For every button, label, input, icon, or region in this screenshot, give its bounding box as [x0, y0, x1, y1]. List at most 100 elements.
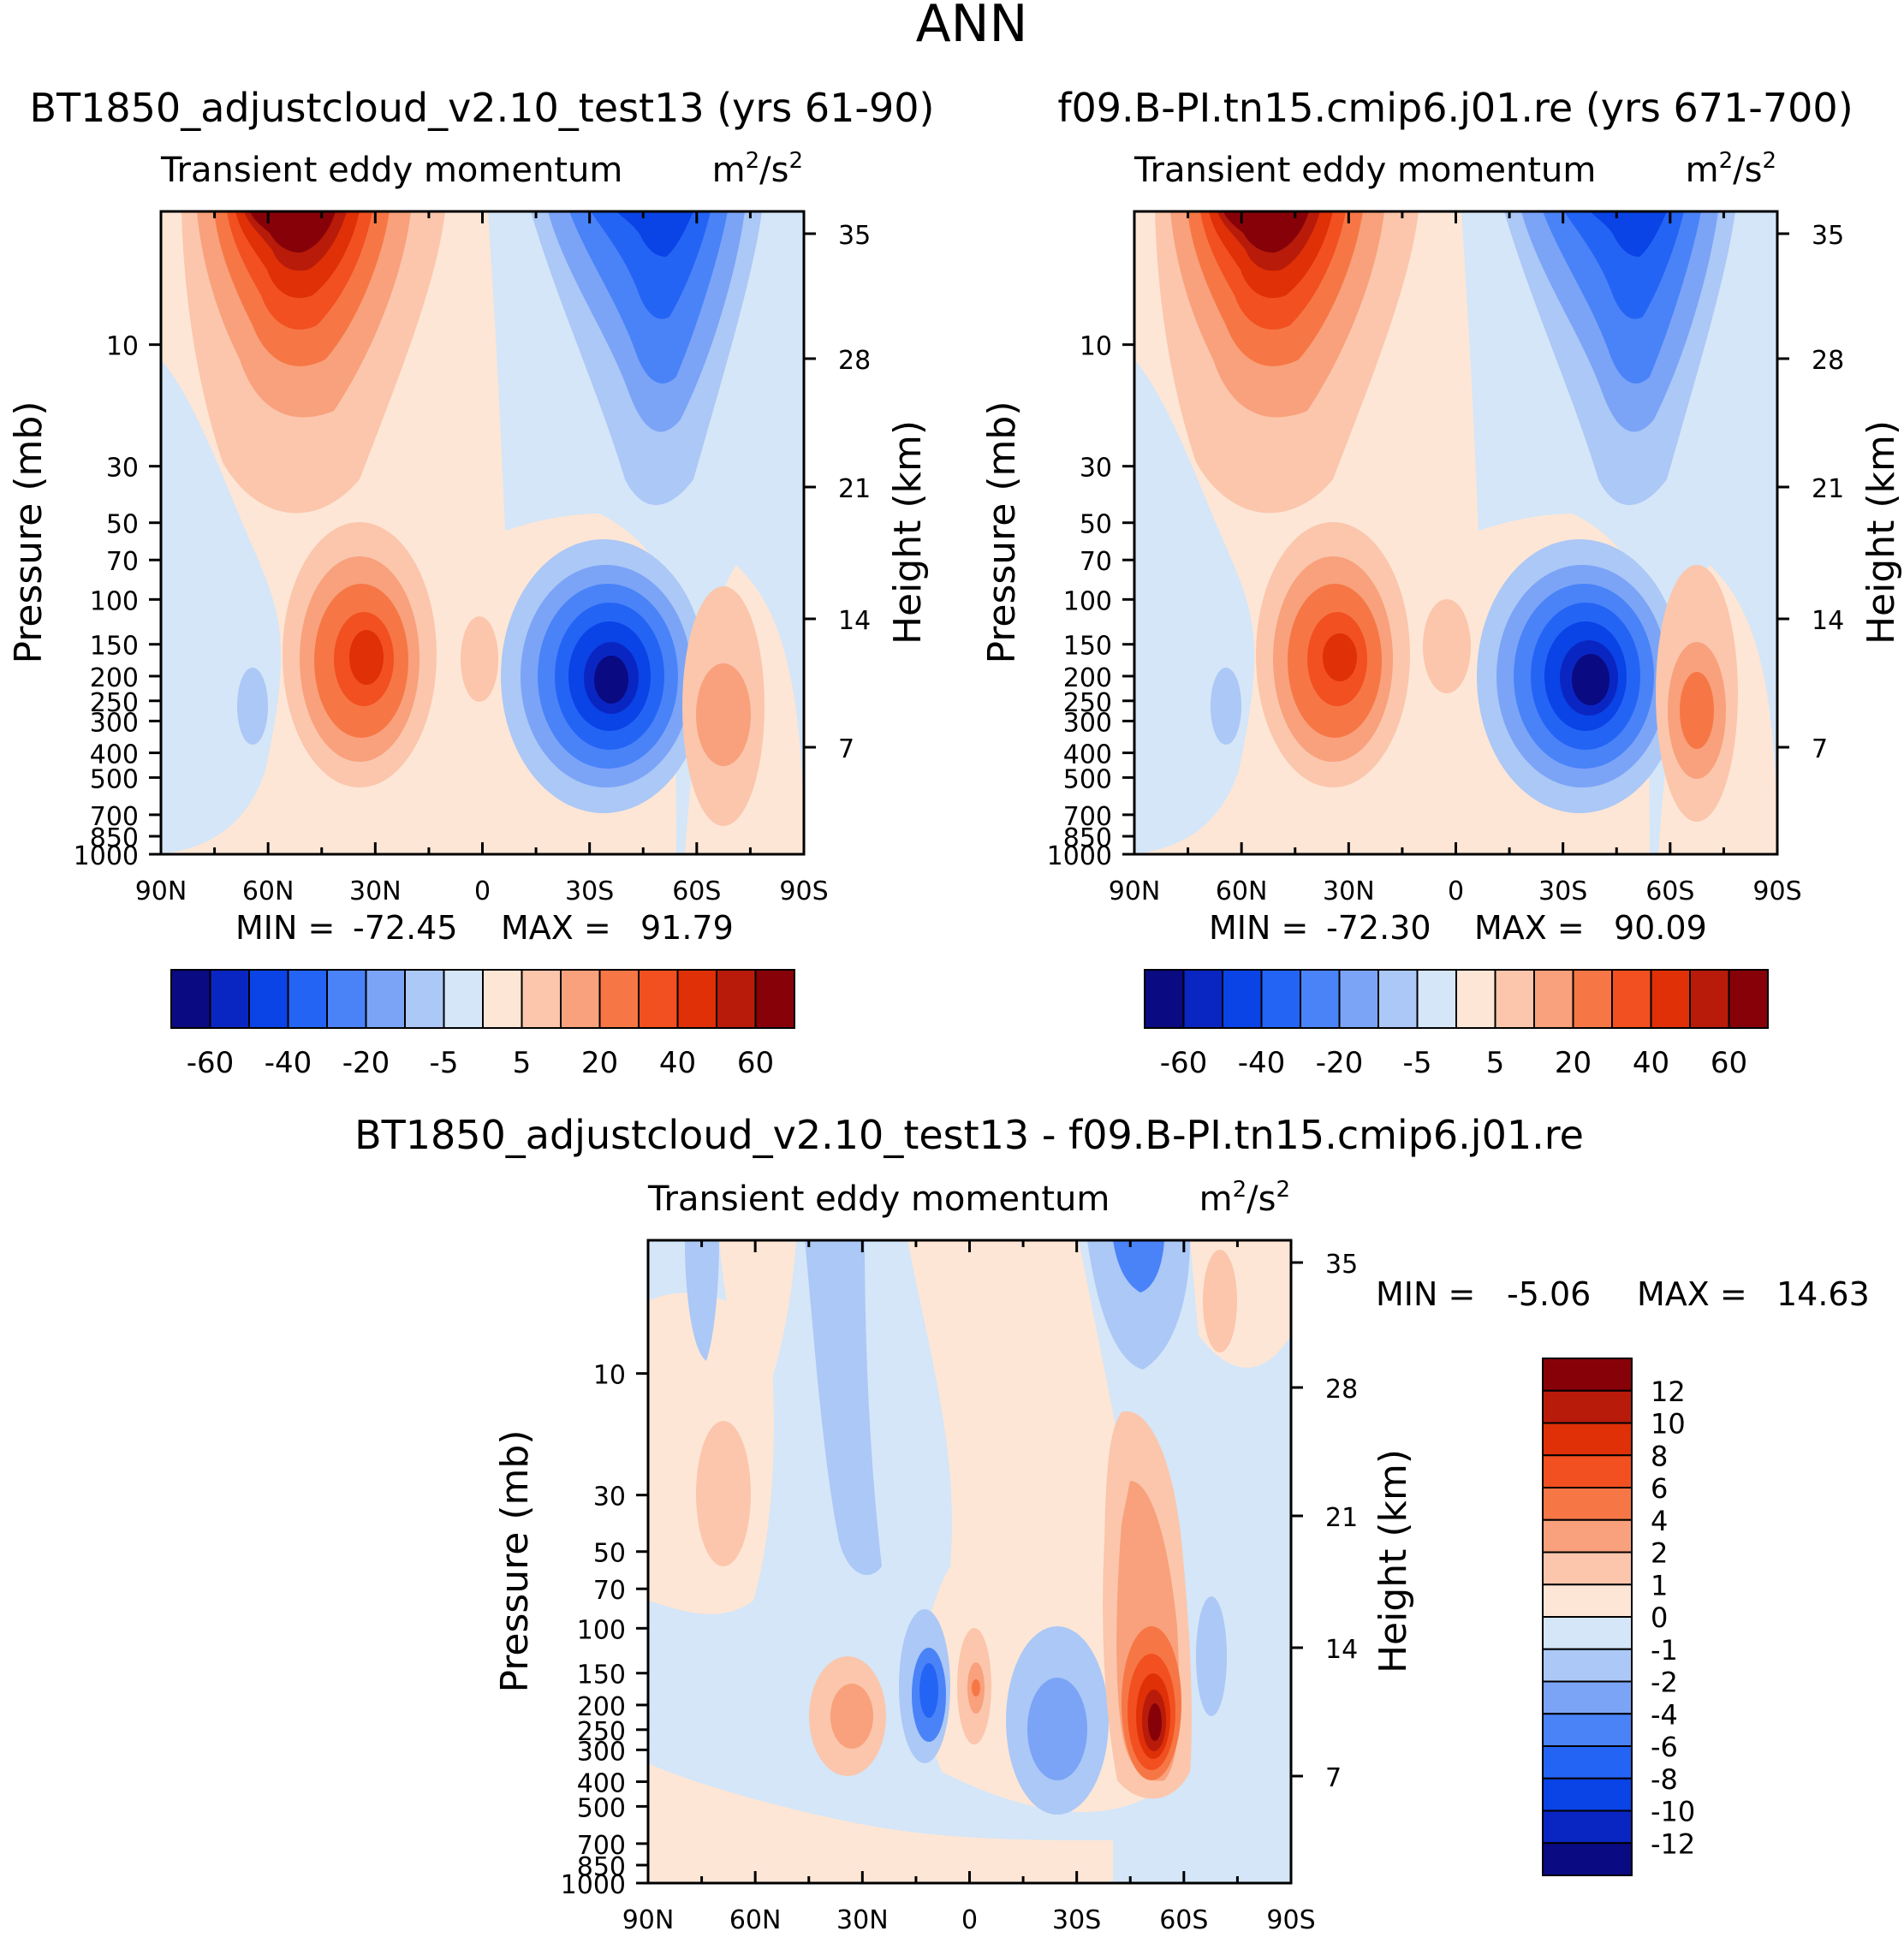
colorbar-swatch — [638, 969, 679, 1029]
colorbar-swatch — [404, 969, 445, 1029]
colorbar-swatch — [209, 969, 250, 1029]
pressure-tick-label: 30 — [106, 454, 139, 484]
colorbar-swatch — [1542, 1777, 1633, 1812]
pressure-tick-label: 200 — [1063, 663, 1112, 693]
colorbar-label: 2 — [1651, 1537, 1668, 1570]
colorbar-swatch — [1416, 969, 1457, 1029]
lat-tick-label: 30N — [1323, 876, 1375, 906]
panel-1-sh-trop-max — [594, 656, 628, 704]
height-tick-label: 21 — [838, 474, 871, 504]
colorbar-swatch — [365, 969, 406, 1029]
pressure-tick-label: 700 — [1063, 802, 1112, 832]
pressure-tick-label: 250 — [1063, 688, 1112, 718]
pressure-tick-label: 200 — [577, 1692, 626, 1722]
colorbar-label: 40 — [1633, 1046, 1669, 1080]
colorbar-swatch — [1611, 969, 1652, 1029]
height-tick-label: 21 — [1812, 474, 1844, 504]
pressure-tick-label: 700 — [577, 1831, 626, 1861]
panel-1-eq-red — [461, 616, 498, 702]
pressure-tick-label: 500 — [577, 1793, 626, 1823]
panel-1-colorbar: -60 -40 -20 -5 5 20 40 60 — [170, 969, 795, 1080]
colorbar-swatch — [1542, 1518, 1633, 1554]
panel-3-red-eq3 — [972, 1679, 980, 1696]
panel-2-max-value: 90.09 — [1614, 909, 1707, 947]
panel-1-nh-trop-max — [349, 630, 384, 685]
pressure-tick-label: 10 — [593, 1361, 626, 1391]
colorbar-label: -10 — [1651, 1796, 1695, 1828]
panel-3-sh-red-max — [1148, 1703, 1162, 1741]
panel-2: f09.B-PI.tn15.cmip6.j01.re (yrs 671-700)… — [980, 85, 1903, 1080]
panel-2-units: m2/s2 — [1686, 148, 1776, 190]
pressure-tick-label: 300 — [577, 1737, 626, 1767]
pressure-tick-label: 700 — [90, 802, 139, 832]
colorbar-label: -20 — [1316, 1046, 1364, 1080]
pressure-tick-label: 1000 — [561, 1870, 626, 1900]
colorbar-swatch — [1222, 969, 1263, 1029]
lat-tick-label: 90S — [1266, 1905, 1315, 1935]
panel-3-red-nh-mid — [696, 1421, 751, 1566]
pressure-tick-label: 50 — [593, 1539, 626, 1569]
panel-1-ylabel: Pressure (mb) — [7, 401, 51, 664]
colorbar-label: -60 — [187, 1046, 235, 1080]
panel-2-y2label: Height (km) — [1859, 420, 1903, 645]
pressure-tick-label: 850 — [1063, 823, 1112, 853]
lat-tick-label: 60N — [1216, 876, 1268, 906]
pressure-tick-label: 10 — [1080, 332, 1112, 362]
colorbar-label: -1 — [1651, 1634, 1678, 1667]
colorbar-swatch — [443, 969, 484, 1029]
panel-2-axes: 1030507010015020025030040050070085010009… — [1047, 211, 1844, 906]
lat-tick-label: 30S — [1052, 1905, 1101, 1935]
colorbar-swatch — [1542, 1745, 1633, 1780]
panel-3-min-value: -5.06 — [1507, 1275, 1591, 1313]
panel-3-units: m2/s2 — [1199, 1177, 1290, 1219]
colorbar-label: 12 — [1651, 1376, 1686, 1408]
panel-3-blue-1 — [805, 1240, 882, 1575]
lat-tick-label: 90S — [1752, 876, 1801, 906]
colorbar-label: -5 — [430, 1046, 459, 1080]
lat-tick-label: 30N — [349, 876, 402, 906]
colorbar-label: -40 — [1238, 1046, 1286, 1080]
height-tick-label: 14 — [1325, 1635, 1358, 1665]
colorbar-label: 60 — [1711, 1046, 1747, 1080]
colorbar-label: 6 — [1651, 1472, 1668, 1505]
colorbar-swatch — [1650, 969, 1691, 1029]
height-tick-label: 21 — [1325, 1503, 1358, 1533]
panel-2-stats: MIN = -72.30 MAX = 90.09 — [1209, 909, 1707, 947]
panel-3-subtitle: Transient eddy momentum — [647, 1179, 1110, 1219]
colorbar-swatch — [287, 969, 328, 1029]
colorbar-label: -60 — [1160, 1046, 1208, 1080]
panel-3-blue-3 — [1087, 1240, 1190, 1370]
panel-3-max-value: 14.63 — [1776, 1275, 1870, 1313]
pressure-tick-label: 100 — [577, 1615, 626, 1645]
lat-tick-label: 60S — [1159, 1905, 1208, 1935]
panel-3-red-bottom — [648, 1763, 1113, 1883]
height-tick-label: 7 — [1325, 1763, 1342, 1793]
pressure-tick-label: 850 — [577, 1852, 626, 1882]
height-tick-label: 14 — [838, 606, 871, 636]
panel-3-blue-6 — [1027, 1678, 1087, 1780]
height-tick-label: 28 — [838, 346, 871, 376]
page-title: ANN — [916, 0, 1028, 54]
panel-1-min-label: MIN = — [235, 909, 335, 947]
height-tick-label: 28 — [1812, 346, 1844, 376]
pressure-tick-label: 250 — [577, 1717, 626, 1747]
lat-tick-label: 90N — [1109, 876, 1161, 906]
panel-2-nh-blue-small — [1211, 668, 1241, 745]
colorbar-swatch — [1542, 1713, 1633, 1747]
panel-2-subtitle: Transient eddy momentum — [1133, 151, 1596, 190]
colorbar-label: 1 — [1651, 1569, 1668, 1601]
pressure-tick-label: 250 — [90, 688, 139, 718]
pressure-tick-label: 10 — [106, 332, 139, 362]
colorbar-label: 8 — [1651, 1440, 1668, 1472]
panel-1: BT1850_adjustcloud_v2.10_test13 (yrs 61-… — [7, 85, 935, 1080]
pressure-tick-label: 300 — [90, 708, 139, 738]
colorbar-swatch — [326, 969, 367, 1029]
height-tick-label: 7 — [1812, 734, 1828, 764]
colorbar-swatch — [1542, 1648, 1633, 1683]
panel-3-contour-field — [648, 1240, 1291, 1883]
colorbar-label: 20 — [581, 1046, 618, 1080]
colorbar-swatch — [1689, 969, 1730, 1029]
colorbar-swatch — [1494, 969, 1535, 1029]
height-tick-label: 28 — [1325, 1375, 1358, 1405]
panel-3-red-nh-upper — [719, 1240, 796, 1404]
